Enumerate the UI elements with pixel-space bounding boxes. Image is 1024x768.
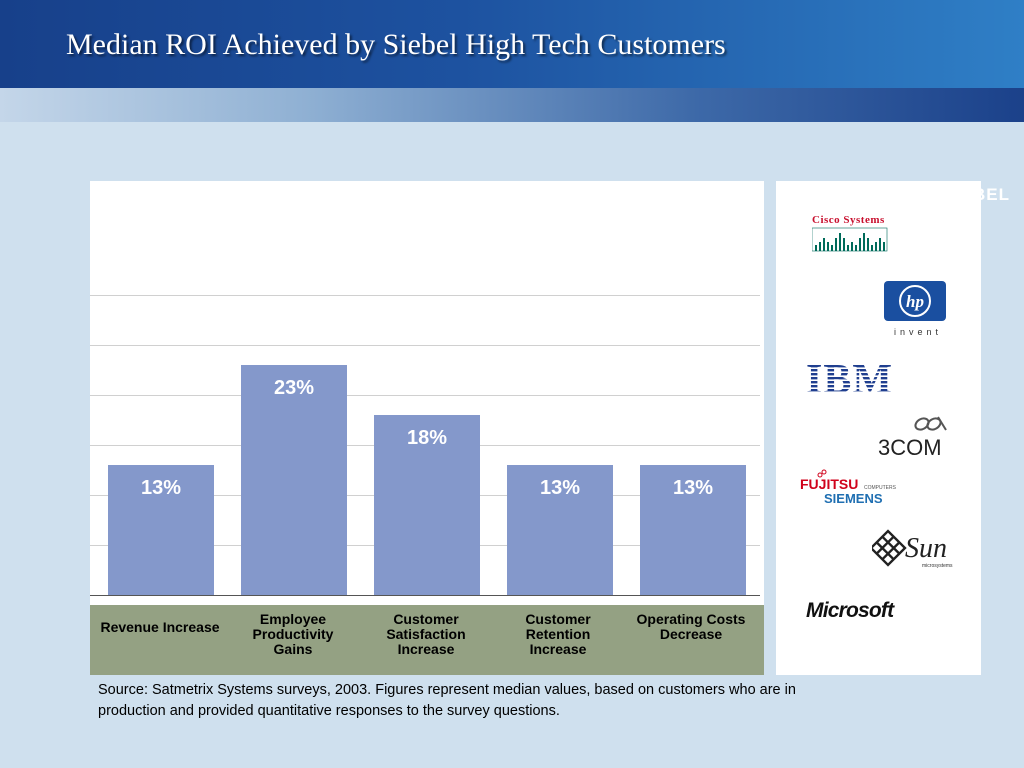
cisco-systems-logo: Cisco Systems: [812, 214, 888, 252]
sun-microsystems-logo: Sun microsystems: [872, 529, 953, 569]
svg-text:COMPUTERS: COMPUTERS: [864, 485, 897, 491]
bar: [374, 415, 480, 595]
data-label: 13%: [673, 477, 713, 499]
bar: [640, 465, 746, 595]
slide-title: Median ROI Achieved by Siebel High Tech …: [66, 28, 726, 61]
fujitsu-siemens-logo: FUJITSU COMPUTERS SIEMENS: [800, 469, 897, 506]
microsoft-logo: Microsoft: [806, 599, 896, 622]
data-label: 13%: [540, 477, 580, 499]
ibm-logo: IBM: [806, 357, 893, 397]
svg-text:IBM: IBM: [806, 357, 893, 397]
bar: [507, 465, 613, 595]
3com-logo: 3COM: [878, 416, 947, 460]
category-label-operating-costs: Operating Costs Decrease: [636, 611, 746, 642]
source-footnote: Source: Satmetrix Systems surveys, 2003.…: [98, 682, 796, 719]
bar: [241, 365, 347, 595]
svg-text:Sun: Sun: [905, 533, 947, 564]
hp-logo: hp invent: [884, 281, 946, 337]
category-label-revenue: Revenue Increase: [100, 619, 220, 635]
svg-text:microsystems: microsystems: [922, 563, 953, 569]
svg-text:Cisco Systems: Cisco Systems: [812, 214, 885, 226]
svg-text:Microsoft: Microsoft: [806, 599, 895, 622]
data-label: 23%: [274, 377, 314, 399]
svg-text:SIEMENS: SIEMENS: [824, 491, 883, 506]
data-label: 13%: [141, 477, 181, 499]
category-label-productivity: Employee Productivity Gains: [252, 611, 334, 657]
chart-panel: 13% 23% 18% 13% 13%: [90, 181, 764, 675]
data-label: 18%: [407, 427, 447, 449]
svg-text:3COM: 3COM: [878, 435, 942, 460]
category-label-retention: Customer Retention Increase: [525, 611, 591, 657]
svg-text:FUJITSU: FUJITSU: [800, 476, 858, 492]
customer-logos-panel: Cisco Systems hp invent IBM 3COM: [776, 181, 981, 675]
header-subband: SIEBEL: [0, 88, 1024, 204]
bar: [108, 465, 214, 595]
header-band: Median ROI Achieved by Siebel High Tech …: [0, 0, 1024, 88]
svg-text:hp: hp: [906, 292, 924, 311]
category-band: [90, 605, 764, 675]
bar-chart: 13% 23% 18% 13% 13%: [90, 295, 764, 675]
svg-text:invent: invent: [894, 327, 942, 337]
category-label-satisfaction: Customer Satisfaction Increase: [386, 611, 466, 657]
